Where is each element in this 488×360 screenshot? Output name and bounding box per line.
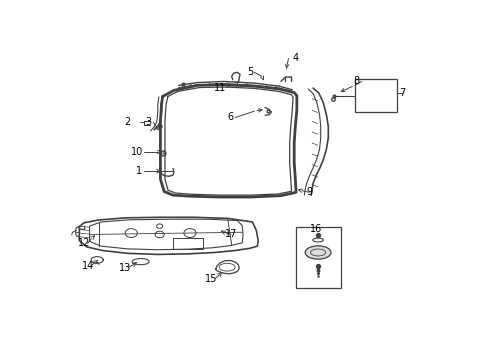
Text: 17: 17: [224, 229, 237, 239]
Text: 16: 16: [309, 224, 321, 234]
Text: 6: 6: [227, 112, 233, 122]
Text: 10: 10: [130, 147, 143, 157]
Text: 7: 7: [398, 88, 405, 98]
Bar: [296, 227, 340, 288]
Text: 3: 3: [145, 117, 151, 127]
Ellipse shape: [305, 246, 330, 259]
Text: 15: 15: [204, 274, 217, 284]
Text: 12: 12: [78, 238, 90, 248]
Text: 8: 8: [353, 76, 359, 86]
Text: 4: 4: [292, 53, 299, 63]
Text: 2: 2: [124, 117, 130, 127]
Text: 11: 11: [214, 82, 226, 93]
Text: 9: 9: [305, 187, 312, 197]
Text: 14: 14: [81, 261, 94, 270]
Text: 1: 1: [136, 166, 142, 176]
Bar: [173, 238, 203, 249]
Bar: [354, 79, 396, 112]
Text: 13: 13: [119, 263, 131, 273]
Text: 5: 5: [246, 67, 252, 77]
